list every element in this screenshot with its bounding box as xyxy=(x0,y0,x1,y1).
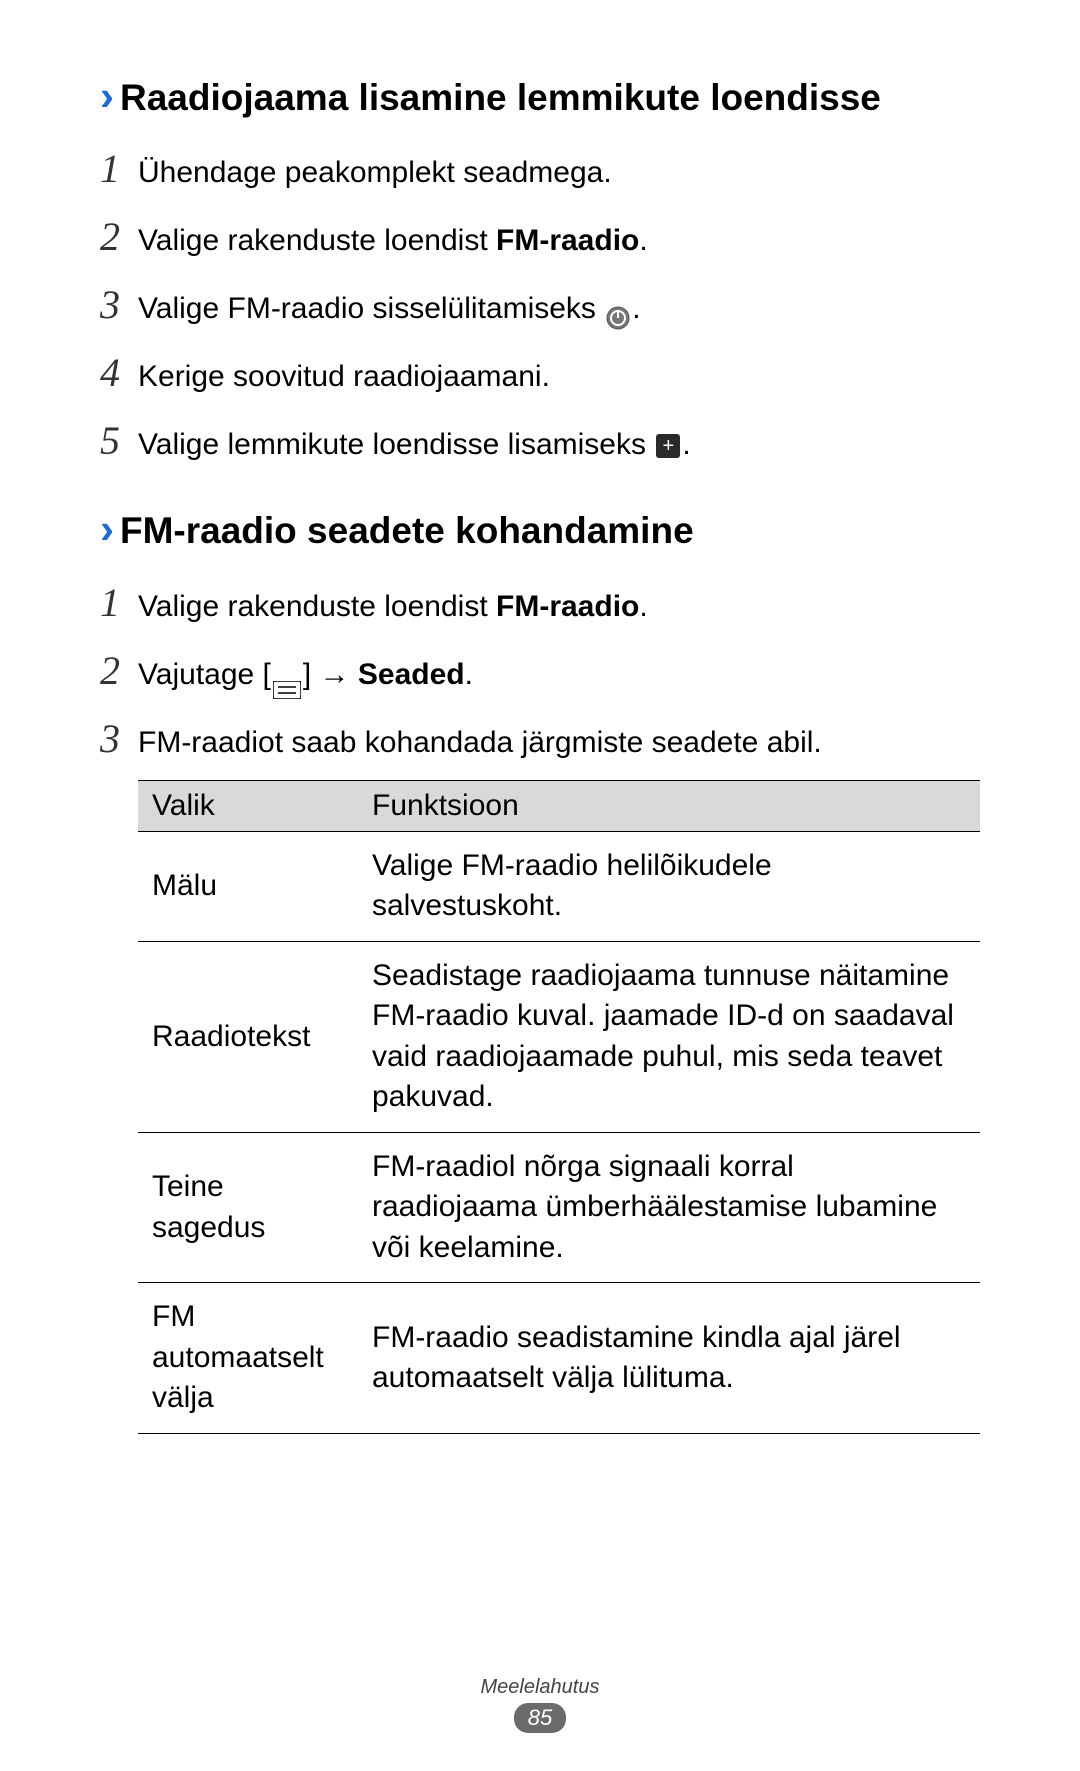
step-number: 1 xyxy=(100,138,138,200)
table-header-function: Funktsioon xyxy=(358,780,980,831)
step-item: 3 Valige FM-raadio sisselülitamiseks . xyxy=(100,274,980,336)
step-text: FM-raadiot saab kohandada järgmiste sead… xyxy=(138,720,980,767)
step-text: Valige rakenduste loendist FM-raadio. xyxy=(138,218,980,265)
section-2-heading: › FM-raadio seadete kohandamine xyxy=(100,508,980,553)
step-number: 4 xyxy=(100,342,138,404)
table-cell-function: Seadistage raadiojaama tunnuse näitamine… xyxy=(358,941,980,1132)
section-1-title: Raadiojaama lisamine lemmikute loendisse xyxy=(120,76,881,120)
step-number: 5 xyxy=(100,410,138,472)
step-suffix: . xyxy=(639,224,647,257)
section-1-steps: 1 Ühendage peakomplekt seadmega. 2 Valig… xyxy=(100,138,980,472)
table-cell-option: Raadiotekst xyxy=(138,941,358,1132)
step-prefix: Valige rakenduste loendist xyxy=(138,590,496,623)
step-bold: FM-raadio xyxy=(496,224,639,257)
step-text: Kerige soovitud raadiojaamani. xyxy=(138,354,980,401)
step-item: 5 Valige lemmikute loendisse lisamiseks … xyxy=(100,410,980,472)
step-item: 1 Valige rakenduste loendist FM-raadio. xyxy=(100,572,980,634)
step-suffix: . xyxy=(465,658,473,691)
table-cell-option: Mälu xyxy=(138,831,358,941)
step-text: Valige lemmikute loendisse lisamiseks +. xyxy=(138,422,980,469)
table-row: Teine sagedus FM-raadiol nõrga signaali … xyxy=(138,1132,980,1283)
step-prefix: Valige FM-raadio sisselülitamiseks xyxy=(138,292,604,325)
footer-category: Meelelahutus xyxy=(0,1676,1080,1699)
page-footer: Meelelahutus 85 xyxy=(0,1676,1080,1733)
step-item: 1 Ühendage peakomplekt seadmega. xyxy=(100,138,980,200)
plus-icon: + xyxy=(656,434,680,458)
menu-icon xyxy=(273,667,301,685)
section-2-title: FM-raadio seadete kohandamine xyxy=(120,509,694,553)
table-cell-option: Teine sagedus xyxy=(138,1132,358,1283)
section-2-steps: 1 Valige rakenduste loendist FM-raadio. … xyxy=(100,572,980,770)
step-suffix: . xyxy=(632,292,640,325)
table-cell-function: FM-raadiol nõrga signaali korral raadioj… xyxy=(358,1132,980,1283)
step-number: 1 xyxy=(100,572,138,634)
power-icon xyxy=(606,298,630,322)
page-number-badge: 85 xyxy=(514,1703,566,1733)
step-number: 3 xyxy=(100,708,138,770)
step-prefix: Vajutage [ xyxy=(138,658,271,691)
step-item: 3 FM-raadiot saab kohandada järgmiste se… xyxy=(100,708,980,770)
step-text: Valige FM-raadio sisselülitamiseks . xyxy=(138,286,980,333)
manual-page: › Raadiojaama lisamine lemmikute loendis… xyxy=(0,0,1080,1434)
step-item: 2 Vajutage [ ] → Seaded. xyxy=(100,640,980,702)
settings-table: Valik Funktsioon Mälu Valige FM-raadio h… xyxy=(138,780,980,1434)
step-item: 4 Kerige soovitud raadiojaamani. xyxy=(100,342,980,404)
table-row: Mälu Valige FM-raadio helilõikudele salv… xyxy=(138,831,980,941)
table-row: Raadiotekst Seadistage raadiojaama tunnu… xyxy=(138,941,980,1132)
step-bold: FM-raadio xyxy=(496,590,639,623)
step-suffix: . xyxy=(639,590,647,623)
step-prefix: Valige lemmikute loendisse lisamiseks xyxy=(138,428,654,461)
table-cell-option: FM automaatselt välja xyxy=(138,1283,358,1434)
step-text: Ühendage peakomplekt seadmega. xyxy=(138,150,980,197)
step-prefix: Valige rakenduste loendist xyxy=(138,224,496,257)
table-cell-function: FM-raadio seadistamine kindla ajal järel… xyxy=(358,1283,980,1434)
step-number: 3 xyxy=(100,274,138,336)
table-header-option: Valik xyxy=(138,780,358,831)
step-item: 2 Valige rakenduste loendist FM-raadio. xyxy=(100,206,980,268)
step-text: Valige rakenduste loendist FM-raadio. xyxy=(138,584,980,631)
step-number: 2 xyxy=(100,206,138,268)
table-header-row: Valik Funktsioon xyxy=(138,780,980,831)
table-row: FM automaatselt välja FM-raadio seadista… xyxy=(138,1283,980,1434)
step-suffix: . xyxy=(682,428,690,461)
step-number: 2 xyxy=(100,640,138,702)
table-cell-function: Valige FM-raadio helilõikudele salvestus… xyxy=(358,831,980,941)
section-1-heading: › Raadiojaama lisamine lemmikute loendis… xyxy=(100,75,980,120)
step-mid: ] → xyxy=(303,658,358,691)
chevron-icon: › xyxy=(100,508,114,550)
chevron-icon: › xyxy=(100,75,114,117)
step-text: Vajutage [ ] → Seaded. xyxy=(138,652,980,699)
step-bold: Seaded xyxy=(358,658,465,691)
